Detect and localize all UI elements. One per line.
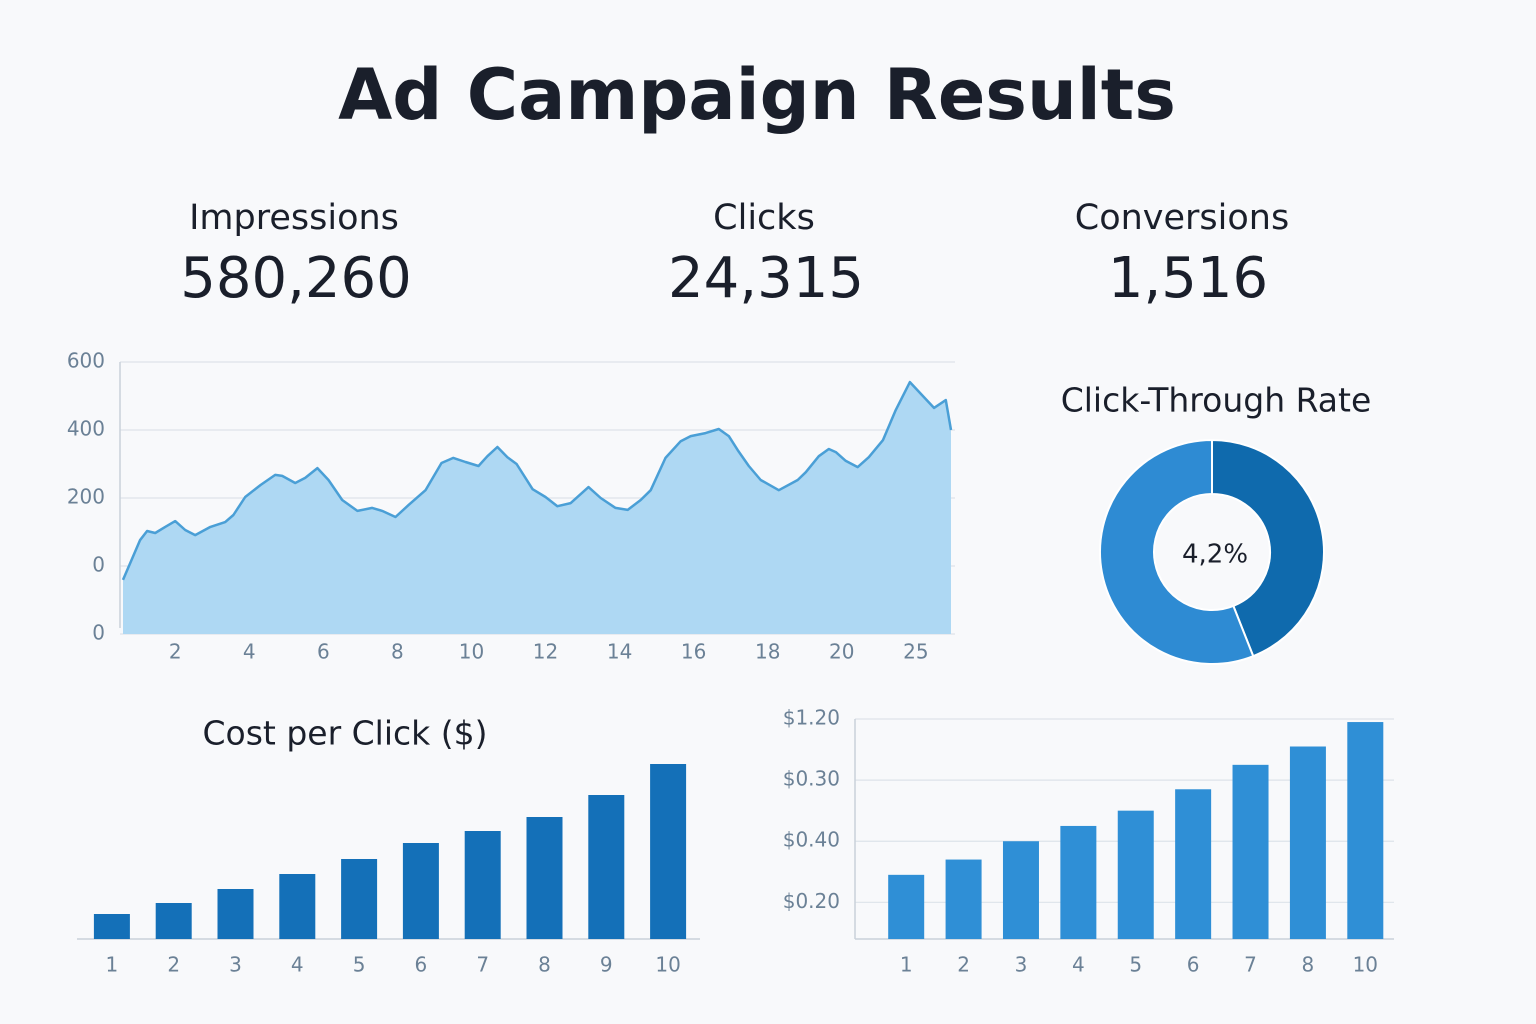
x-tick-label: 4	[1072, 953, 1085, 977]
x-tick-label: 6	[415, 953, 428, 977]
y-tick-label: $0.30	[783, 767, 840, 791]
x-tick-label: 8	[1302, 953, 1315, 977]
x-tick-label: 1	[106, 953, 119, 977]
x-tick-label: 20	[829, 640, 854, 664]
area-line	[121, 380, 953, 581]
bar	[588, 795, 625, 939]
y-tick-label: 200	[67, 485, 105, 509]
y-tick-label: $1.20	[783, 706, 840, 730]
bar	[1117, 810, 1154, 939]
x-tick-label: 6	[317, 640, 330, 664]
x-tick-label: 4	[291, 953, 304, 977]
bar	[155, 903, 192, 939]
y-tick-label: $0.20	[783, 889, 840, 913]
x-tick-label: 18	[755, 640, 780, 664]
x-tick-label: 10	[459, 640, 484, 664]
bar	[1060, 825, 1097, 939]
x-tick-label: 7	[1244, 953, 1257, 977]
x-tick-label: 10	[1353, 953, 1378, 977]
y-tick-label: $0.40	[783, 828, 840, 852]
bar	[1232, 764, 1269, 939]
x-tick-label: 16	[681, 640, 706, 664]
bar	[945, 859, 982, 939]
donut-segment	[1099, 438, 1255, 665]
page-title: Ad Campaign Results	[338, 54, 1176, 136]
x-tick-label: 2	[169, 640, 182, 664]
kpi-label: Clicks	[713, 198, 815, 238]
chart-title: Click-Through Rate	[1061, 381, 1372, 420]
x-tick-label: 7	[476, 953, 489, 977]
donut-segment	[1211, 438, 1325, 658]
area-fill	[123, 382, 951, 634]
kpi-label: Conversions	[1075, 198, 1289, 238]
bar	[341, 859, 378, 939]
bar	[279, 874, 316, 939]
chart-title: Cost per Click ($)	[202, 714, 487, 753]
x-tick-label: 2	[167, 953, 180, 977]
kpi-value: 24,315	[668, 246, 864, 311]
x-tick-label: 5	[1129, 953, 1142, 977]
x-tick-label: 4	[243, 640, 256, 664]
x-tick-label: 1	[900, 953, 913, 977]
x-tick-label: 12	[533, 640, 558, 664]
y-tick-label: 0	[92, 621, 105, 645]
x-tick-label: 3	[1015, 953, 1028, 977]
x-tick-label: 3	[229, 953, 242, 977]
bar	[888, 874, 925, 939]
bar	[1002, 841, 1039, 939]
y-tick-label: 400	[67, 417, 105, 441]
y-tick-label: 0	[92, 553, 105, 577]
kpi-value: 580,260	[180, 246, 412, 311]
bar	[464, 831, 501, 939]
bar	[402, 843, 439, 939]
x-tick-label: 10	[655, 953, 680, 977]
bar	[526, 817, 563, 939]
x-tick-label: 25	[903, 640, 928, 664]
center-label: 4,2%	[1182, 540, 1248, 570]
x-tick-label: 9	[600, 953, 613, 977]
bar	[1175, 789, 1212, 939]
bar	[217, 889, 254, 939]
x-tick-label: 6	[1187, 953, 1200, 977]
x-tick-label: 8	[538, 953, 551, 977]
bar	[1289, 746, 1326, 939]
kpi-value: 1,516	[1108, 246, 1268, 311]
x-tick-label: 8	[391, 640, 404, 664]
bar	[93, 914, 130, 939]
x-tick-label: 2	[957, 953, 970, 977]
y-tick-label: 600	[67, 349, 105, 373]
x-tick-label: 14	[607, 640, 632, 664]
kpi-label: Impressions	[189, 198, 399, 238]
x-tick-label: 5	[353, 953, 366, 977]
bar	[650, 764, 687, 939]
bar	[1347, 722, 1384, 939]
